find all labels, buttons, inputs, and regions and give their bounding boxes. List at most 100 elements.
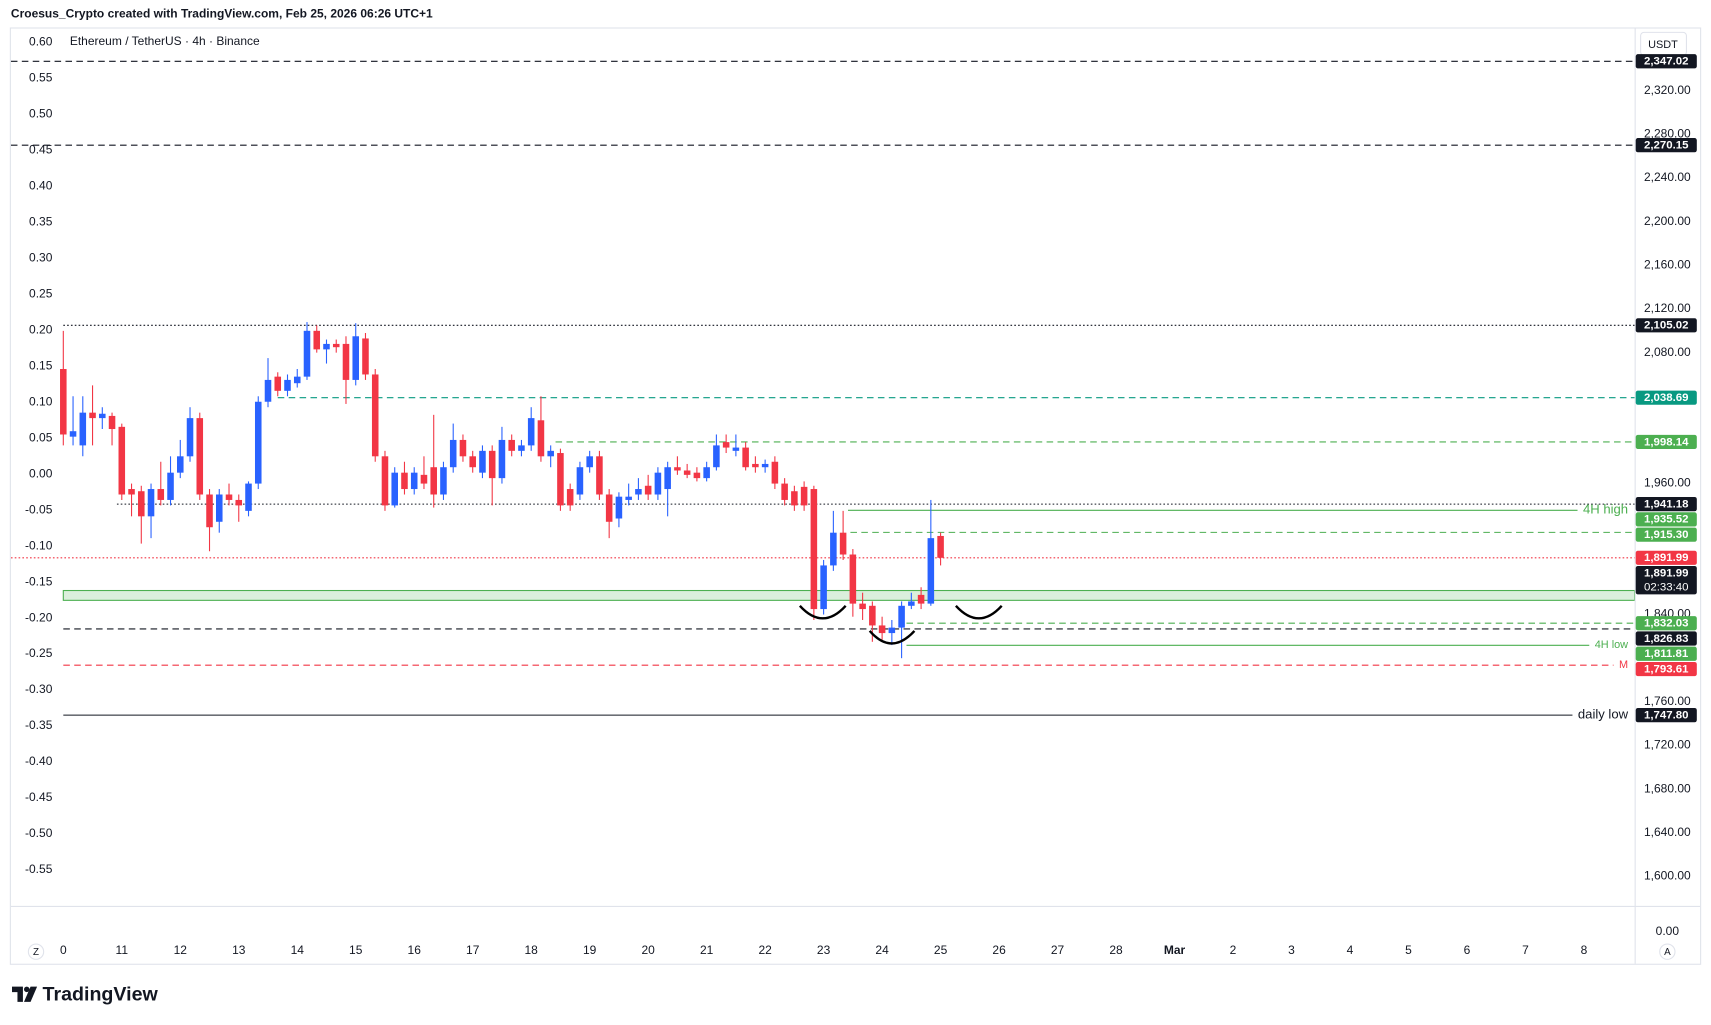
y2-tick-label: 0.30 [29, 251, 53, 265]
zoom-label: Z [33, 947, 39, 958]
y2-tick-label: 0.40 [29, 179, 53, 193]
candle-body [371, 374, 379, 457]
candle-body [830, 532, 837, 566]
candle-body [498, 439, 506, 479]
level-text: 4H low [1595, 639, 1628, 651]
candle-body [362, 338, 369, 375]
candle-body [323, 343, 330, 350]
candle-body [479, 450, 486, 473]
price-label: 2,347.02 [1644, 56, 1689, 68]
candle-body [196, 418, 204, 495]
candle-body [167, 472, 174, 500]
symbol-title: Ethereum / TetherUS · 4h · Binance [70, 34, 260, 48]
y-tick-label: 2,200.00 [1644, 214, 1691, 228]
x-tick-label: 15 [349, 943, 363, 957]
candle-body [147, 489, 155, 517]
x-tick-label: 17 [466, 943, 480, 957]
y2-tick-label: 0.15 [29, 358, 53, 372]
price-label-box [1635, 390, 1697, 405]
x-tick-label: 12 [174, 943, 188, 957]
x-tick-label: 19 [583, 943, 597, 957]
candle-body [488, 450, 496, 479]
y2-tick-label: -0.05 [25, 502, 53, 516]
x-tick-label: 21 [700, 943, 714, 957]
countdown-timer: 02:33:40 [1644, 581, 1689, 593]
candle-body [410, 472, 418, 490]
level-text: daily low [1578, 707, 1629, 722]
candle-body [128, 489, 135, 495]
candle-body [332, 343, 340, 348]
y-tick-label: 2,080.00 [1644, 345, 1691, 359]
plot-area [10, 60, 1635, 716]
candle-body [508, 439, 515, 451]
candle-body [206, 494, 213, 528]
candle-body [810, 489, 818, 610]
x-tick-label: 16 [408, 943, 422, 957]
price-label: 1,998.14 [1644, 436, 1689, 448]
price-label: 2,038.69 [1644, 392, 1689, 404]
candle-body [693, 472, 701, 479]
candle-body [888, 627, 896, 634]
candle-body [186, 418, 194, 457]
y2-tick-label: 0.45 [29, 143, 53, 157]
candle-body [284, 379, 291, 391]
candle-body [99, 413, 106, 419]
y-tick-label: 1,600.00 [1644, 869, 1691, 883]
y-tick-label: 2,280.00 [1644, 127, 1691, 141]
price-label-box [1635, 527, 1697, 542]
currency-label: USDT [1648, 39, 1678, 51]
candle-body [683, 470, 691, 475]
price-label: 1,811.81 [1644, 648, 1689, 660]
candle-body [557, 453, 564, 506]
logo-mark [24, 986, 38, 1002]
candle-body [859, 603, 866, 610]
candle-body [722, 442, 730, 448]
price-label-box [1635, 631, 1697, 646]
zoom-button[interactable] [27, 943, 45, 960]
candle-body [381, 456, 389, 506]
y2-tick-label: 0.50 [29, 107, 53, 121]
candle-body [791, 491, 798, 506]
candle-body [118, 426, 126, 495]
price-label: 1,826.83 [1644, 633, 1689, 645]
price-label: 1,793.61 [1644, 663, 1689, 675]
price-label-box [1635, 708, 1697, 723]
arc [868, 630, 916, 645]
candle-body [761, 463, 769, 468]
y2-tick-label: 0.60 [29, 35, 53, 49]
candle-body [800, 486, 808, 506]
y2-tick-label: 0.10 [29, 394, 53, 408]
candle-body [596, 456, 603, 495]
candle-body [138, 491, 145, 517]
y2-tick-label: -0.35 [25, 718, 53, 732]
price-label-box [1635, 497, 1697, 512]
y2-tick-label: -0.20 [25, 610, 53, 624]
y-tick-label: 2,120.00 [1644, 301, 1691, 315]
price-label-box [1635, 550, 1697, 565]
candle-body [869, 605, 876, 626]
arc [798, 604, 847, 620]
candle-body [566, 489, 574, 506]
candle-body [69, 431, 77, 437]
price-label-box [1635, 565, 1697, 595]
candle-body [420, 474, 428, 484]
candle-body [898, 605, 905, 628]
x-tick-label: 3 [1288, 943, 1295, 957]
level-text: 4H high [1583, 502, 1628, 517]
candle-body [449, 439, 457, 468]
candle-body [615, 496, 623, 519]
auto-button[interactable] [1659, 943, 1676, 960]
x-tick-label: 5 [1405, 943, 1412, 957]
candle-body [401, 472, 408, 490]
candle-body [352, 336, 360, 380]
candle-body [781, 483, 788, 500]
auto-label: A [1664, 947, 1671, 958]
price-label-box [1635, 661, 1697, 677]
zone [62, 589, 1635, 601]
y-tick-label: 2,240.00 [1644, 170, 1691, 184]
x-tick-label: 14 [291, 943, 305, 957]
price-label: 1,832.03 [1644, 618, 1689, 630]
candle-body [518, 445, 525, 451]
price-label-box [1635, 54, 1697, 69]
